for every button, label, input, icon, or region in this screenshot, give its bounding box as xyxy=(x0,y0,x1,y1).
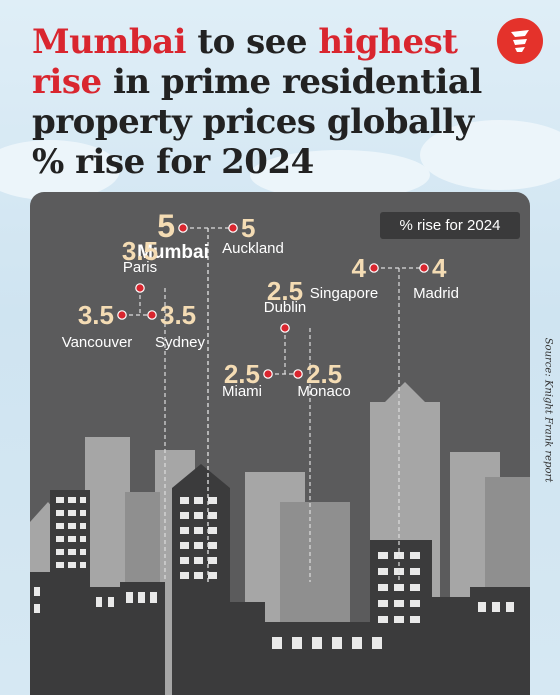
city-label-mumbai: Mumbai xyxy=(137,242,209,263)
headline: Mumbai to see highest rise in prime resid… xyxy=(32,22,482,182)
city-label-singapore: Singapore xyxy=(310,285,378,302)
cloud xyxy=(0,140,120,200)
marker-auckland xyxy=(228,223,238,233)
chart-svg: 5Mumbai5Auckland4Singapore4Madrid3.5Pari… xyxy=(62,208,459,582)
city-label-dublin: Dublin xyxy=(264,299,307,316)
value-label-madrid: 4 xyxy=(432,253,447,283)
cloud xyxy=(250,150,430,200)
marker-mumbai xyxy=(178,223,188,233)
marker-singapore xyxy=(369,263,379,273)
value-label-auckland: 5 xyxy=(241,213,255,243)
headline-highlight-city: Mumbai xyxy=(32,22,187,62)
publisher-logo-icon xyxy=(497,18,543,64)
chart-panel: 5 Mumbai 5 Auckland 4 Singapore 4 Madrid 3.5 Pari… xyxy=(30,192,530,695)
marker-vancouver xyxy=(117,310,127,320)
legend-label: % rise for 2024 xyxy=(380,212,520,239)
value-label-sydney: 3.5 xyxy=(160,300,196,330)
headline-subtitle: % rise for 2024 xyxy=(32,142,314,182)
marker-miami xyxy=(263,369,273,379)
headline-text: to see xyxy=(186,22,319,62)
headline-text-rest: in prime residential property prices glo… xyxy=(32,62,482,142)
city-label-monaco: Monaco xyxy=(297,383,350,400)
city-label-miami: Miami xyxy=(222,383,262,400)
value-label-paris: 3.5 xyxy=(122,236,158,266)
marker-madrid xyxy=(419,263,429,273)
headline-highlight-word: highest xyxy=(318,22,458,62)
marker-paris xyxy=(135,283,145,293)
value-label-monaco: 2.5 xyxy=(306,359,342,389)
value-label-miami: 2.5 xyxy=(224,359,260,389)
city-label-vancouver: Vancouver xyxy=(62,334,133,351)
city-label-sydney: Sydney xyxy=(155,334,206,351)
marker-dublin xyxy=(280,323,290,333)
value-label-mumbai: 5 xyxy=(157,208,175,244)
marker-sydney xyxy=(147,310,157,320)
value-label-singapore: 4 xyxy=(352,253,367,283)
value-label-vancouver: 3.5 xyxy=(78,300,114,330)
source-note: Source: Knight Frank report xyxy=(542,337,554,483)
marker-monaco xyxy=(293,369,303,379)
city-label-auckland: Auckland xyxy=(222,240,284,257)
value-label-dublin: 2.5 xyxy=(267,276,303,306)
city-label-paris: Paris xyxy=(123,259,157,276)
cloud xyxy=(420,120,560,190)
city-label-madrid: Madrid xyxy=(413,285,459,302)
skyline-illustration xyxy=(30,382,530,695)
headline-highlight-rise: rise xyxy=(32,62,102,102)
